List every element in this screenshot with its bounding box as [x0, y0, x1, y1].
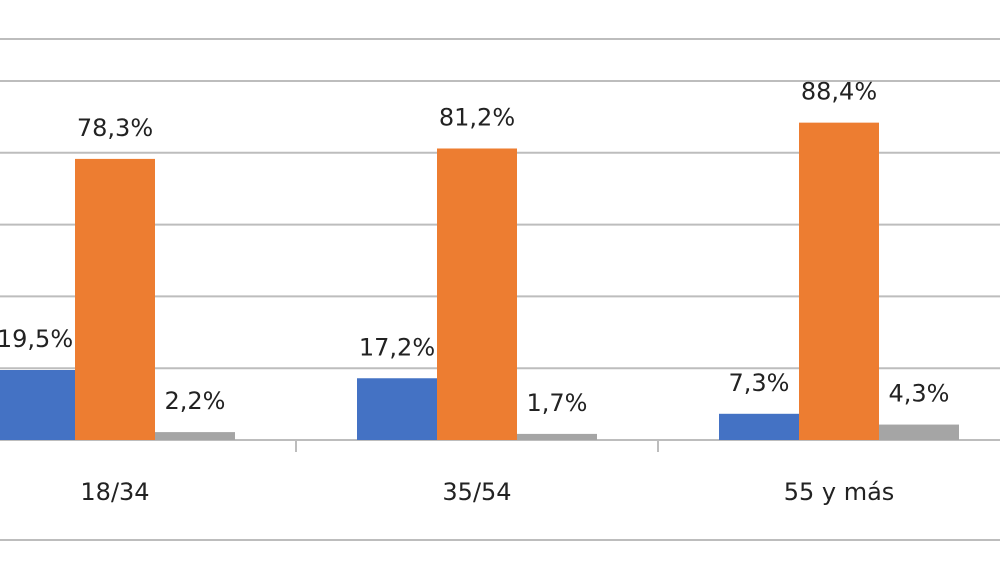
- bar: [879, 424, 959, 440]
- value-label: 2,2%: [165, 387, 226, 415]
- bar: [719, 413, 799, 440]
- x-tick-label: 18/34: [80, 478, 149, 506]
- value-label: 7,3%: [729, 369, 790, 397]
- value-label: 88,4%: [801, 78, 877, 106]
- x-tick-label: 35/54: [442, 478, 511, 506]
- value-label: 78,3%: [77, 114, 153, 142]
- value-label: 17,2%: [359, 333, 435, 361]
- value-label: 1,7%: [527, 389, 588, 417]
- bar: [357, 378, 437, 440]
- value-label: 81,2%: [439, 103, 515, 131]
- bar: [155, 432, 235, 440]
- value-label: 19,5%: [0, 325, 73, 353]
- bar: [0, 369, 75, 440]
- bar: [517, 433, 597, 440]
- bar: [799, 122, 879, 441]
- bar: [437, 148, 517, 440]
- value-label: 4,3%: [889, 380, 950, 408]
- bar: [75, 158, 155, 440]
- x-tick-label: 55 y más: [784, 478, 895, 506]
